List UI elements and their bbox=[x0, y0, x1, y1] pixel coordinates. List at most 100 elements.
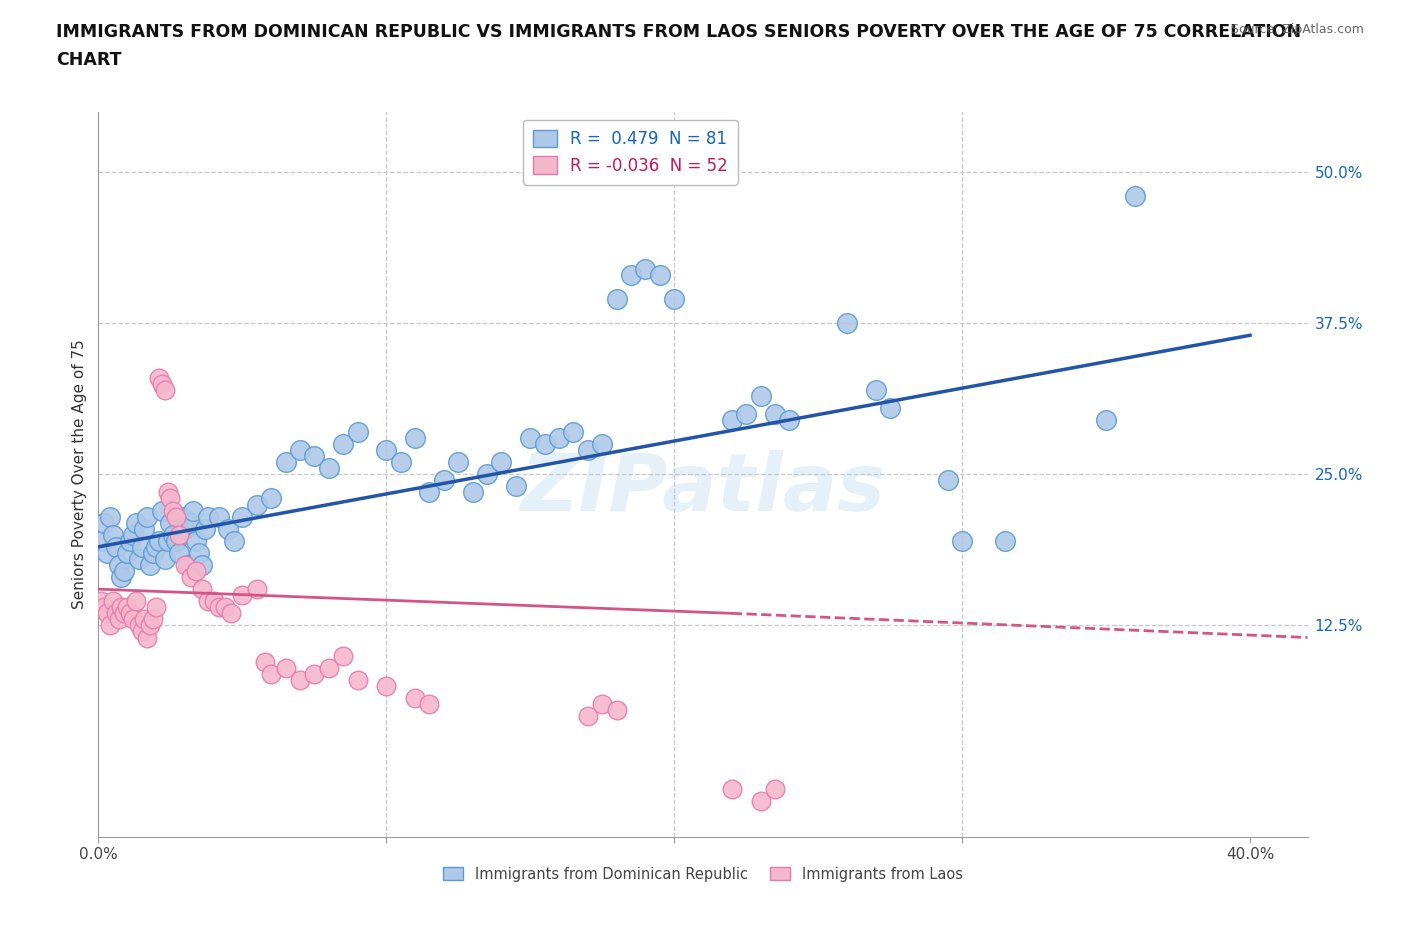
Point bbox=[318, 660, 340, 675]
Point bbox=[104, 606, 127, 621]
Point bbox=[122, 612, 145, 627]
Point bbox=[346, 425, 368, 440]
Point bbox=[150, 377, 173, 392]
Point bbox=[176, 558, 198, 573]
Point bbox=[246, 498, 269, 512]
Point bbox=[720, 413, 742, 428]
Point bbox=[142, 545, 165, 560]
Point bbox=[219, 606, 242, 621]
Point bbox=[994, 534, 1017, 549]
Point bbox=[145, 600, 167, 615]
Point bbox=[634, 261, 657, 276]
Point bbox=[433, 473, 456, 488]
Point bbox=[173, 522, 195, 537]
Point bbox=[125, 515, 148, 530]
Point bbox=[131, 539, 153, 554]
Point bbox=[214, 600, 236, 615]
Point bbox=[835, 316, 858, 331]
Point bbox=[167, 545, 190, 560]
Point bbox=[191, 558, 214, 573]
Point bbox=[134, 612, 156, 627]
Point bbox=[418, 485, 440, 500]
Point bbox=[104, 539, 127, 554]
Point bbox=[461, 485, 484, 500]
Point bbox=[591, 437, 613, 452]
Point bbox=[879, 401, 901, 416]
Point bbox=[648, 268, 671, 283]
Point bbox=[375, 443, 398, 458]
Point bbox=[98, 618, 121, 633]
Point bbox=[112, 564, 135, 578]
Point bbox=[110, 600, 132, 615]
Point bbox=[763, 406, 786, 421]
Point bbox=[134, 522, 156, 537]
Point bbox=[194, 522, 217, 537]
Point bbox=[389, 455, 412, 470]
Point bbox=[288, 443, 311, 458]
Point bbox=[128, 551, 150, 566]
Point bbox=[332, 648, 354, 663]
Text: ZIPatlas: ZIPatlas bbox=[520, 450, 886, 528]
Point bbox=[90, 534, 112, 549]
Point bbox=[101, 594, 124, 609]
Point bbox=[202, 594, 225, 609]
Point bbox=[260, 667, 283, 682]
Point bbox=[749, 793, 772, 808]
Point bbox=[96, 545, 118, 560]
Point bbox=[186, 534, 208, 549]
Point bbox=[591, 697, 613, 711]
Point bbox=[208, 510, 231, 525]
Point bbox=[720, 781, 742, 796]
Point bbox=[150, 503, 173, 518]
Point bbox=[136, 631, 159, 645]
Point bbox=[606, 703, 628, 718]
Point bbox=[332, 437, 354, 452]
Point bbox=[148, 370, 170, 385]
Point bbox=[136, 510, 159, 525]
Point bbox=[112, 606, 135, 621]
Point bbox=[156, 534, 179, 549]
Point bbox=[222, 534, 245, 549]
Point bbox=[115, 600, 138, 615]
Point bbox=[165, 510, 187, 525]
Point bbox=[274, 660, 297, 675]
Point bbox=[519, 431, 541, 445]
Point bbox=[90, 594, 112, 609]
Point bbox=[156, 485, 179, 500]
Point bbox=[183, 503, 205, 518]
Legend: Immigrants from Dominican Republic, Immigrants from Laos: Immigrants from Dominican Republic, Immi… bbox=[437, 861, 969, 888]
Point bbox=[107, 612, 129, 627]
Point bbox=[318, 461, 340, 476]
Point bbox=[93, 600, 115, 615]
Point bbox=[208, 600, 231, 615]
Point bbox=[1095, 413, 1118, 428]
Point bbox=[125, 594, 148, 609]
Point bbox=[562, 425, 585, 440]
Point bbox=[664, 292, 686, 307]
Point bbox=[404, 431, 426, 445]
Point bbox=[1123, 189, 1146, 204]
Point bbox=[96, 606, 118, 621]
Point bbox=[145, 539, 167, 554]
Point bbox=[159, 515, 181, 530]
Point bbox=[197, 594, 219, 609]
Point bbox=[128, 618, 150, 633]
Point bbox=[93, 515, 115, 530]
Point bbox=[197, 510, 219, 525]
Point bbox=[231, 510, 253, 525]
Point bbox=[180, 515, 202, 530]
Point bbox=[475, 467, 498, 482]
Point bbox=[170, 510, 193, 525]
Point bbox=[533, 437, 555, 452]
Point bbox=[186, 564, 208, 578]
Point bbox=[122, 527, 145, 542]
Point bbox=[260, 491, 283, 506]
Point bbox=[153, 551, 176, 566]
Point bbox=[274, 455, 297, 470]
Point bbox=[153, 382, 176, 397]
Point bbox=[576, 443, 599, 458]
Point bbox=[188, 545, 211, 560]
Point bbox=[159, 491, 181, 506]
Point bbox=[491, 455, 513, 470]
Point bbox=[162, 503, 184, 518]
